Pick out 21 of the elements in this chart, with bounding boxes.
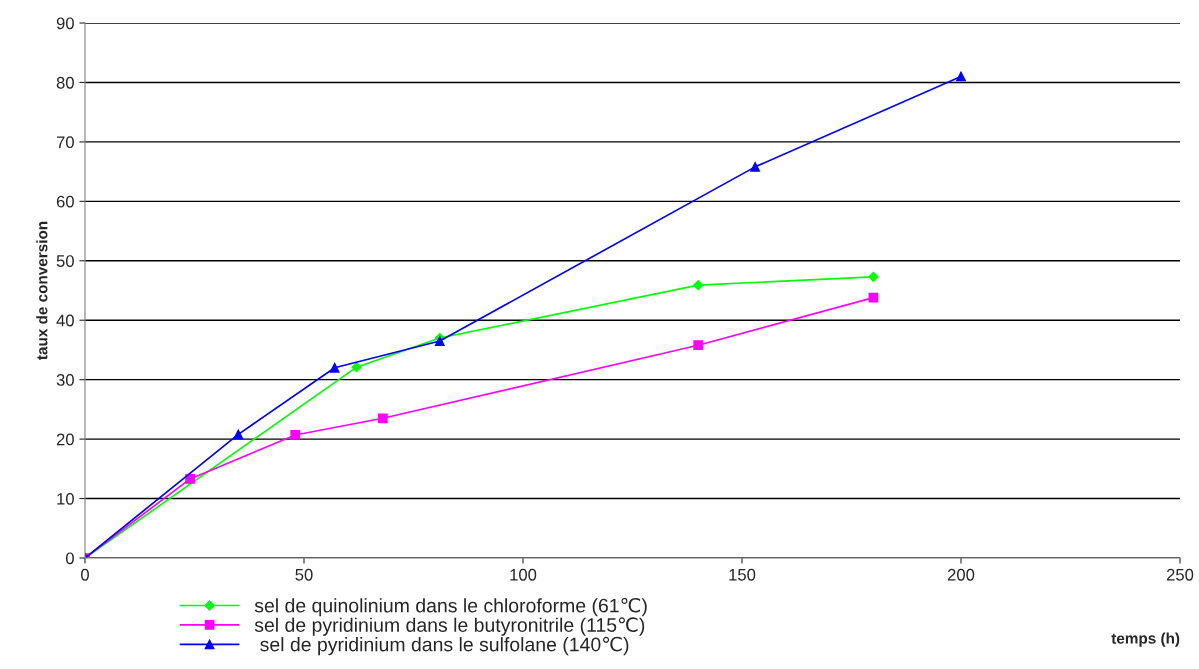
x-tick-label: 50 xyxy=(295,568,313,581)
legend-label: sel de quinolinium dans le chloroforme (61℃) xyxy=(254,597,647,617)
y-axis-title: taux de conversion xyxy=(36,221,48,360)
legend-label: sel de pyridinium dans le butyronitrile (115℃) xyxy=(254,617,645,636)
legend-label: sel de pyridinium dans le sulfolane (140℃) xyxy=(260,636,629,656)
x-tick-label: 0 xyxy=(81,568,89,581)
y-tick-label: 80 xyxy=(56,76,74,89)
x-tick-label: 200 xyxy=(947,568,975,581)
y-tick-label: 10 xyxy=(57,492,74,505)
y-tick-label: 30 xyxy=(56,374,74,386)
x-tick-label: 100 xyxy=(510,568,537,581)
y-tick-label: 50 xyxy=(56,255,74,267)
x-tick-label: 250 xyxy=(1166,568,1194,581)
y-tick-label: 70 xyxy=(56,136,74,149)
x-axis-title: temps (h) xyxy=(1111,632,1180,647)
y-tick-label: 60 xyxy=(56,195,74,208)
y-tick-label: 0 xyxy=(65,552,74,565)
y-tick-label: 90 xyxy=(56,17,74,30)
y-tick-label: 40 xyxy=(56,314,74,327)
x-tick-label: 150 xyxy=(729,568,756,581)
y-tick-label: 20 xyxy=(56,433,74,446)
